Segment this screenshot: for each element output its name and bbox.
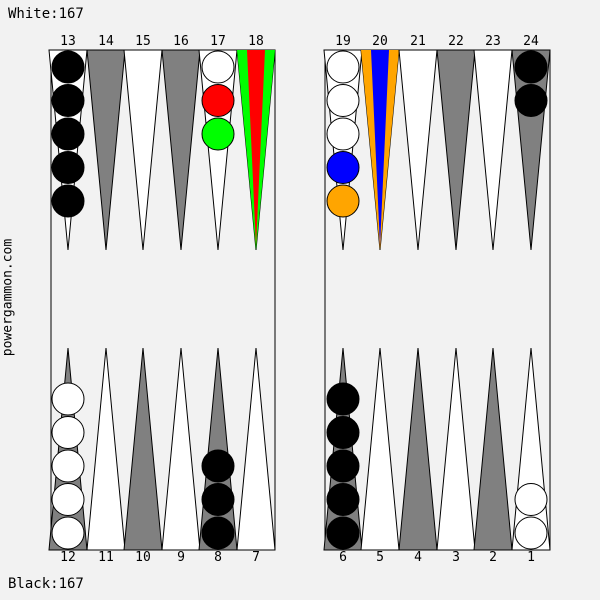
checker-point-13[interactable]: [51, 84, 85, 117]
point-number-10: 10: [135, 550, 151, 565]
checker-point-8[interactable]: [201, 483, 235, 516]
black-score: Black:167: [8, 576, 84, 592]
checker-point-13[interactable]: [51, 184, 85, 218]
point-number-21: 21: [410, 34, 426, 49]
point-9[interactable]: [161, 347, 201, 551]
checker-point-12[interactable]: [51, 483, 85, 516]
checker-point-24[interactable]: [514, 50, 548, 84]
checker-point-8[interactable]: [201, 516, 235, 550]
checker-point-6[interactable]: [326, 483, 360, 516]
point-18-highlight-inner: [247, 50, 265, 246]
checker-point-12[interactable]: [51, 382, 85, 416]
point-16[interactable]: [161, 49, 201, 251]
checker-point-12[interactable]: [51, 416, 85, 449]
point-11[interactable]: [86, 347, 126, 551]
point-number-1: 1: [527, 550, 535, 565]
checker-point-19[interactable]: [326, 184, 360, 218]
point-number-20: 20: [372, 34, 388, 49]
point-number-3: 3: [452, 550, 460, 565]
point-number-2: 2: [489, 550, 497, 565]
point-number-5: 5: [376, 550, 384, 565]
checker-point-12[interactable]: [51, 516, 85, 550]
point-number-19: 19: [335, 34, 351, 49]
point-7[interactable]: [236, 347, 276, 551]
checker-point-13[interactable]: [51, 50, 85, 84]
point-22[interactable]: [436, 49, 476, 251]
point-4[interactable]: [398, 347, 438, 551]
point-number-13: 13: [60, 34, 76, 49]
point-15[interactable]: [123, 49, 163, 251]
checker-point-1[interactable]: [514, 516, 548, 550]
left-board-frame: [50, 49, 276, 551]
checker-point-17[interactable]: [201, 50, 235, 84]
checker-point-19[interactable]: [326, 151, 360, 184]
point-number-24: 24: [523, 34, 539, 49]
checker-point-1[interactable]: [514, 483, 548, 516]
point-number-12: 12: [60, 550, 76, 565]
checker-point-19[interactable]: [326, 117, 360, 151]
point-2[interactable]: [473, 347, 513, 551]
point-number-14: 14: [98, 34, 114, 49]
white-score: White:167: [8, 6, 84, 22]
right-board-frame: [324, 49, 551, 551]
point-3[interactable]: [436, 347, 476, 551]
point-10[interactable]: [123, 347, 163, 551]
checker-point-12[interactable]: [51, 449, 85, 483]
point-14[interactable]: [86, 49, 126, 251]
point-number-17: 17: [210, 34, 226, 49]
checker-point-17[interactable]: [201, 84, 235, 117]
point-number-22: 22: [448, 34, 464, 49]
point-number-6: 6: [339, 550, 347, 565]
point-number-11: 11: [98, 550, 114, 565]
point-number-7: 7: [252, 550, 260, 565]
checker-point-6[interactable]: [326, 516, 360, 550]
checker-point-6[interactable]: [326, 416, 360, 449]
point-number-16: 16: [173, 34, 189, 49]
checker-point-17[interactable]: [201, 117, 235, 151]
point-number-4: 4: [414, 550, 422, 565]
point-number-15: 15: [135, 34, 151, 49]
checker-point-6[interactable]: [326, 382, 360, 416]
checker-point-13[interactable]: [51, 151, 85, 184]
point-number-8: 8: [214, 550, 222, 565]
checker-point-19[interactable]: [326, 84, 360, 117]
point-number-18: 18: [248, 34, 264, 49]
checker-point-6[interactable]: [326, 449, 360, 483]
checker-point-24[interactable]: [514, 84, 548, 117]
point-21[interactable]: [398, 49, 438, 251]
point-20-highlight-inner: [371, 50, 389, 246]
checker-point-19[interactable]: [326, 50, 360, 84]
checker-point-13[interactable]: [51, 117, 85, 151]
point-23[interactable]: [473, 49, 513, 251]
point-number-9: 9: [177, 550, 185, 565]
point-number-23: 23: [485, 34, 501, 49]
checker-point-8[interactable]: [201, 449, 235, 483]
point-5[interactable]: [360, 347, 400, 551]
